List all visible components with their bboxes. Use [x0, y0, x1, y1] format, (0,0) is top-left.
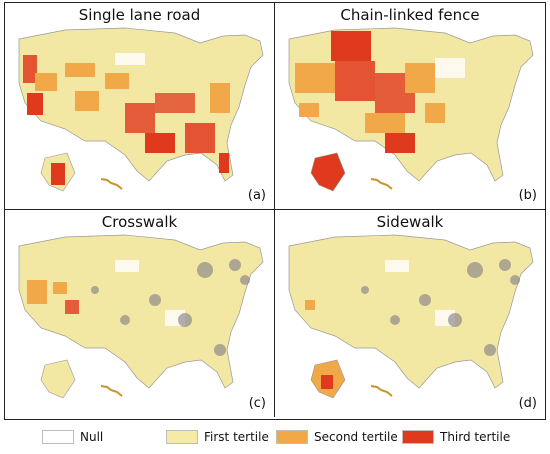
panel-title: Single lane road	[78, 6, 201, 24]
panel-chain-linked-fence: Chain-linked fence (b)	[275, 3, 545, 210]
tertile-patches	[23, 53, 230, 185]
legend: Null First tertile Second tertile Third …	[0, 424, 550, 452]
legend-swatch	[276, 430, 308, 444]
contiguous-us-shape	[288, 234, 534, 399]
legend-swatch	[166, 430, 198, 444]
panel-sidewalk: Sidewalk (d)	[275, 210, 545, 417]
legend-swatch	[42, 430, 74, 444]
hawaii-shape	[100, 385, 123, 397]
tertile-patches	[305, 260, 455, 389]
legend-swatch	[402, 430, 434, 444]
legend-label: Second tertile	[314, 430, 398, 444]
panel-label: (a)	[247, 188, 266, 203]
legend-label: Third tertile	[440, 430, 511, 444]
us-county-map-b	[288, 27, 534, 192]
hawaii-shape	[100, 178, 123, 190]
panel-label: (d)	[518, 396, 537, 411]
contiguous-us-shape	[18, 234, 264, 399]
panel-title: Crosswalk	[101, 213, 178, 231]
panel-label: (b)	[518, 188, 537, 203]
alaska-shape	[310, 152, 346, 192]
panel-crosswalk: Crosswalk (c)	[5, 210, 275, 417]
dense-urban-dots	[91, 259, 250, 356]
us-county-map-d	[288, 234, 534, 399]
tertile-patches	[295, 31, 465, 153]
map-grid: Single lane road (a) Chain-	[4, 2, 546, 420]
panel-title: Sidewalk	[376, 213, 444, 231]
us-county-map-a	[18, 27, 264, 192]
dense-urban-dots	[361, 259, 520, 356]
panel-label: (c)	[248, 396, 266, 411]
tertile-patches	[27, 260, 185, 326]
legend-label: First tertile	[204, 430, 269, 444]
hawaii-shape	[370, 178, 393, 190]
panel-single-lane-road: Single lane road (a)	[5, 3, 275, 210]
hawaii-shape	[370, 385, 393, 397]
legend-label: Null	[80, 430, 104, 444]
panel-title: Chain-linked fence	[340, 6, 480, 24]
alaska-shape	[40, 359, 76, 399]
us-county-map-c	[18, 234, 264, 399]
